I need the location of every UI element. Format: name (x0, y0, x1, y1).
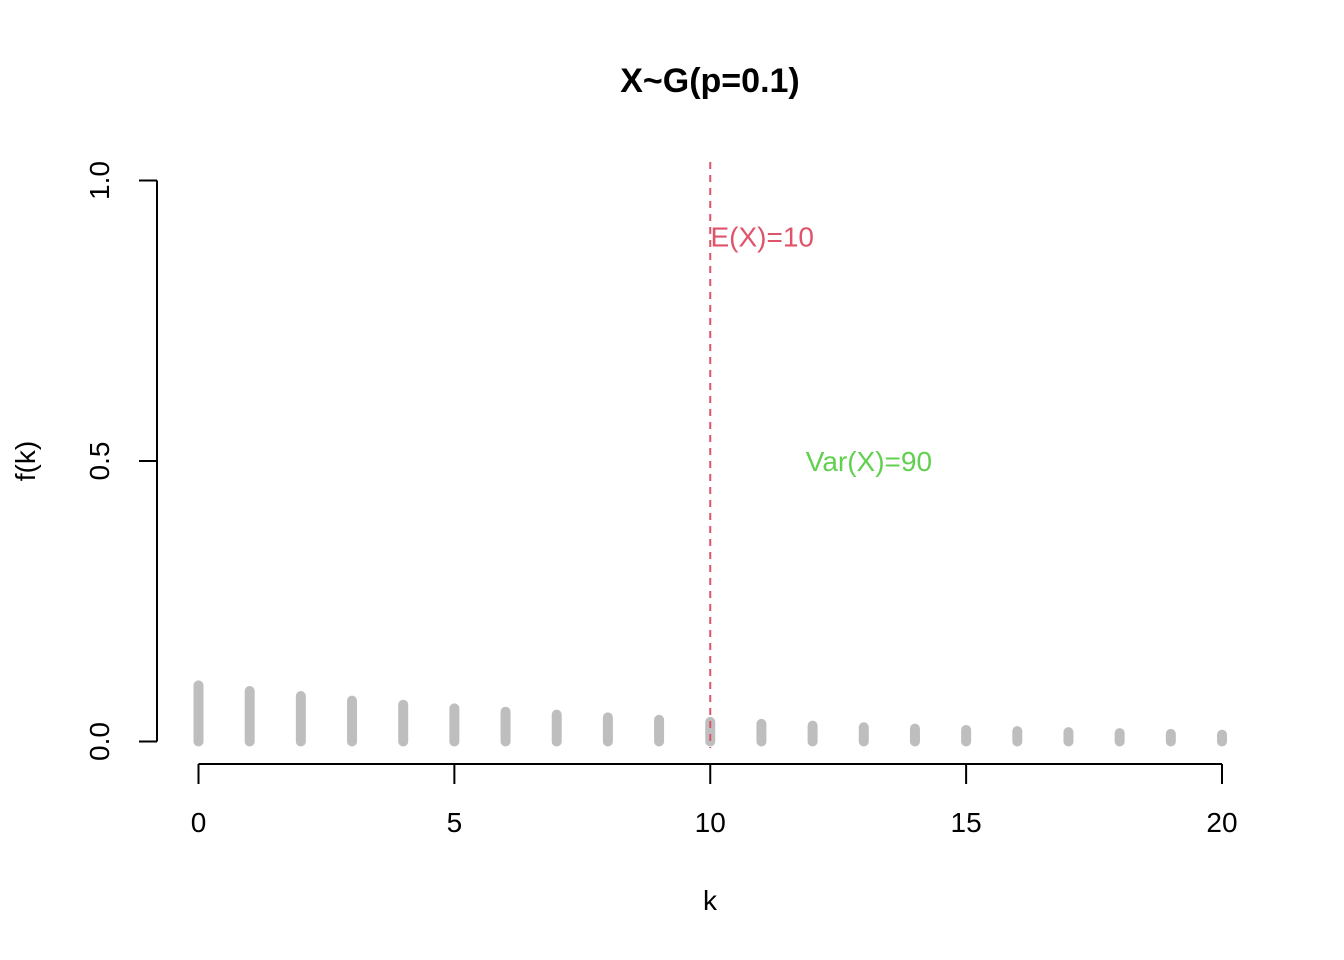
y-tick-label: 0.0 (84, 722, 115, 761)
annotation: E(X)=10 (711, 222, 815, 253)
y-tick-label: 1.0 (84, 161, 115, 200)
y-axis-label: f(k) (10, 441, 41, 481)
x-tick-label: 20 (1206, 807, 1237, 838)
annotation: Var(X)=90 (806, 446, 932, 477)
plot-area: 0.0 0.5 1.0 0 5 10 15 20 E(X)=10 Var(X)=90 (84, 161, 1238, 838)
chart-title: X~G(p=0.1) (620, 62, 800, 100)
x-tick-label: 10 (695, 807, 726, 838)
x-tick-label: 5 (447, 807, 463, 838)
x-tick-label: 15 (951, 807, 982, 838)
x-axis-label: k (703, 885, 718, 916)
y-tick-label: 0.5 (84, 442, 115, 481)
x-tick-label: 0 (191, 807, 207, 838)
